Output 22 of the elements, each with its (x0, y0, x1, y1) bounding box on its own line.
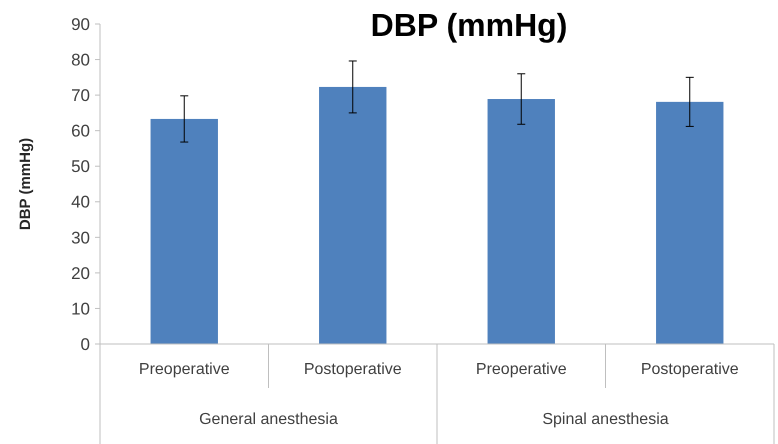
y-tick-label: 0 (80, 334, 90, 354)
y-axis-title: DBP (mmHg) (17, 138, 34, 230)
y-tick-label: 70 (71, 86, 90, 106)
y-tick-label: 30 (71, 228, 90, 248)
x-tick-label: Postoperative (640, 361, 739, 378)
bar (319, 86, 386, 344)
x-tick-label: Postoperative (304, 361, 402, 378)
y-tick-label: 90 (71, 14, 90, 34)
bar (488, 99, 555, 344)
chart-title: DBP (mmHg) (370, 7, 568, 43)
x-tick-label: Preoperative (138, 361, 230, 378)
bar (656, 102, 724, 344)
y-tick-label: 40 (71, 192, 90, 212)
y-tick-label: 50 (71, 157, 90, 176)
y-tick-label: 10 (71, 299, 90, 318)
text: Spinal anesthesia (542, 411, 669, 428)
text: General anesthesia (199, 411, 338, 428)
y-tick-label: 80 (71, 50, 90, 70)
y-tick-label: 60 (71, 122, 90, 141)
x-tick-label: Preoperative (476, 361, 567, 378)
bar (150, 118, 218, 344)
y-tick-label: 20 (71, 264, 90, 283)
